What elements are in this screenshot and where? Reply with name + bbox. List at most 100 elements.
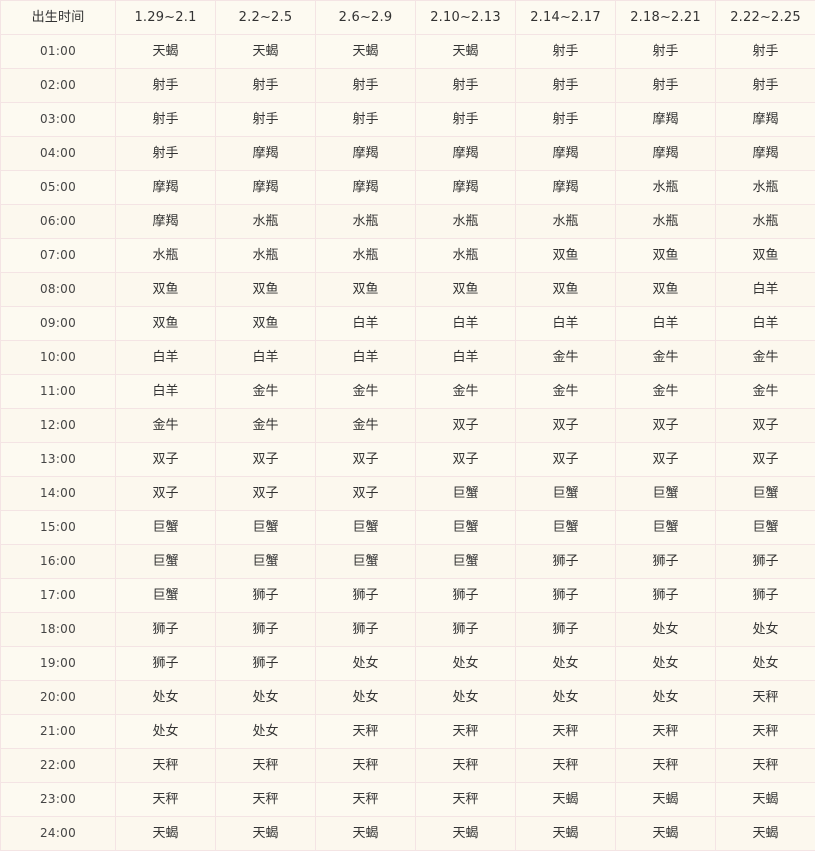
rising-sign-cell: 天蝎 (116, 817, 216, 851)
rising-sign-cell: 处女 (416, 681, 516, 715)
rising-sign-cell: 狮子 (316, 613, 416, 647)
rising-sign-cell: 白羊 (316, 307, 416, 341)
rising-sign-cell: 天秤 (316, 783, 416, 817)
rising-sign-cell: 处女 (116, 681, 216, 715)
birth-time-cell: 05:00 (1, 171, 116, 205)
table-header: 出生时间 1.29~2.1 2.2~2.5 2.6~2.9 2.10~2.13 … (1, 1, 815, 35)
rising-sign-cell: 狮子 (216, 579, 316, 613)
rising-sign-cell: 天秤 (416, 749, 516, 783)
rising-sign-cell: 狮子 (316, 579, 416, 613)
rising-sign-cell: 狮子 (216, 647, 316, 681)
column-header-range-1: 1.29~2.1 (116, 1, 216, 35)
rising-sign-cell: 双鱼 (116, 273, 216, 307)
rising-sign-cell: 天蝎 (616, 783, 716, 817)
rising-sign-cell: 摩羯 (316, 137, 416, 171)
birth-time-cell: 15:00 (1, 511, 116, 545)
rising-sign-cell: 射手 (616, 35, 716, 69)
rising-sign-cell: 射手 (516, 69, 616, 103)
rising-sign-cell: 天秤 (716, 681, 815, 715)
rising-sign-cell: 白羊 (616, 307, 716, 341)
rising-sign-cell: 双子 (316, 443, 416, 477)
rising-sign-cell: 摩羯 (516, 171, 616, 205)
rising-sign-cell: 白羊 (216, 341, 316, 375)
rising-sign-cell: 白羊 (116, 375, 216, 409)
rising-sign-cell: 巨蟹 (116, 511, 216, 545)
rising-sign-cell: 双鱼 (516, 273, 616, 307)
rising-sign-cell: 金牛 (716, 341, 815, 375)
rising-sign-cell: 巨蟹 (516, 477, 616, 511)
birth-time-cell: 20:00 (1, 681, 116, 715)
header-row: 出生时间 1.29~2.1 2.2~2.5 2.6~2.9 2.10~2.13 … (1, 1, 815, 35)
rising-sign-cell: 白羊 (716, 273, 815, 307)
rising-sign-cell: 巨蟹 (316, 511, 416, 545)
rising-sign-cell: 处女 (516, 681, 616, 715)
rising-sign-cell: 双子 (416, 409, 516, 443)
column-header-range-4: 2.10~2.13 (416, 1, 516, 35)
rising-sign-cell: 天秤 (716, 715, 815, 749)
rising-sign-cell: 天秤 (316, 715, 416, 749)
rising-sign-cell: 天蝎 (416, 817, 516, 851)
rising-sign-cell: 狮子 (516, 579, 616, 613)
rising-sign-cell: 双子 (616, 409, 716, 443)
rising-sign-cell: 白羊 (716, 307, 815, 341)
rising-sign-cell: 天蝎 (516, 783, 616, 817)
rising-sign-cell: 射手 (716, 69, 815, 103)
rising-sign-cell: 双鱼 (416, 273, 516, 307)
rising-sign-cell: 摩羯 (316, 171, 416, 205)
rising-sign-cell: 金牛 (416, 375, 516, 409)
rising-sign-cell: 水瓶 (416, 239, 516, 273)
rising-sign-cell: 狮子 (716, 545, 815, 579)
rising-sign-cell: 射手 (716, 35, 815, 69)
rising-sign-cell: 水瓶 (316, 205, 416, 239)
rising-sign-cell: 处女 (616, 613, 716, 647)
rising-sign-cell: 处女 (316, 647, 416, 681)
rising-sign-cell: 狮子 (116, 613, 216, 647)
rising-sign-cell: 巨蟹 (116, 579, 216, 613)
rising-sign-cell: 白羊 (416, 341, 516, 375)
rising-sign-cell: 巨蟹 (416, 545, 516, 579)
birth-time-cell: 09:00 (1, 307, 116, 341)
rising-sign-cell: 天蝎 (316, 35, 416, 69)
rising-sign-cell: 处女 (716, 613, 815, 647)
rising-sign-cell: 巨蟹 (716, 477, 815, 511)
rising-sign-cell: 金牛 (516, 341, 616, 375)
rising-sign-cell: 天蝎 (216, 817, 316, 851)
rising-sign-cell: 水瓶 (216, 239, 316, 273)
rising-sign-cell: 射手 (116, 137, 216, 171)
rising-sign-cell: 天秤 (316, 749, 416, 783)
rising-sign-cell: 白羊 (116, 341, 216, 375)
birth-time-cell: 24:00 (1, 817, 116, 851)
rising-sign-cell: 天秤 (616, 749, 716, 783)
rising-sign-cell: 摩羯 (616, 103, 716, 137)
rising-sign-cell: 双子 (516, 409, 616, 443)
rising-sign-cell: 天秤 (716, 749, 815, 783)
rising-sign-cell: 双鱼 (116, 307, 216, 341)
rising-sign-cell: 处女 (716, 647, 815, 681)
rising-sign-cell: 狮子 (616, 545, 716, 579)
rising-sign-cell: 处女 (216, 681, 316, 715)
rising-sign-cell: 狮子 (516, 613, 616, 647)
rising-sign-cell: 天蝎 (116, 35, 216, 69)
rising-sign-cell: 射手 (516, 103, 616, 137)
rising-sign-cell: 射手 (316, 69, 416, 103)
rising-sign-cell: 天蝎 (516, 817, 616, 851)
rising-sign-cell: 摩羯 (716, 137, 815, 171)
rising-sign-cell: 巨蟹 (416, 511, 516, 545)
birth-time-cell: 07:00 (1, 239, 116, 273)
rising-sign-cell: 金牛 (616, 341, 716, 375)
column-header-range-2: 2.2~2.5 (216, 1, 316, 35)
rising-sign-cell: 双子 (216, 477, 316, 511)
rising-sign-cell: 水瓶 (216, 205, 316, 239)
column-header-range-6: 2.18~2.21 (616, 1, 716, 35)
birth-time-cell: 21:00 (1, 715, 116, 749)
rising-sign-cell: 白羊 (416, 307, 516, 341)
birth-time-cell: 23:00 (1, 783, 116, 817)
